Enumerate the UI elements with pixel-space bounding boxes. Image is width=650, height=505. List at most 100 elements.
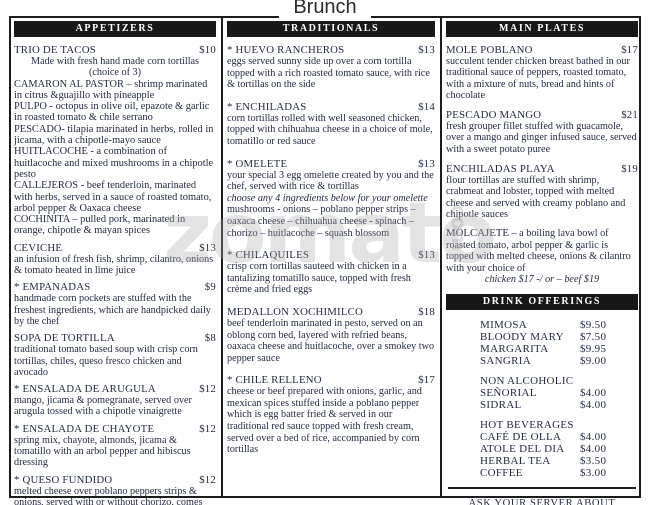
menu-item-header: MEDALLON XOCHIMILCO $18 — [227, 306, 435, 318]
sub-item-desc: pulled pork, marinated in orange, chipot… — [14, 214, 186, 237]
item-description: corn tortillas rolled with well seasoned… — [227, 112, 433, 147]
column-traditionals: TRADITIONALS * HUEVO RANCHEROS $13 eggs se… — [227, 21, 435, 466]
item-name: * QUESO FUNDIDO — [14, 473, 113, 486]
menu-item-header: * EMPANADAS $9 — [14, 281, 216, 293]
item-price: $17 — [418, 374, 435, 387]
sub-item-desc: a combination of huitlacoche and mixed m… — [14, 146, 214, 180]
section-header-appetizers: APPETIZERS — [14, 21, 216, 37]
drink-group-label-text: HOT BEVERAGES — [480, 418, 574, 431]
item-description: handmade corn pockets are stuffed with t… — [14, 293, 211, 327]
item-extra: mushrooms - onions – poblano pepper stri… — [227, 204, 416, 239]
item-description: beef tenderloin marinated in pesto, serv… — [227, 317, 435, 364]
item-name: * ENSALADA DE CHAYOTE — [14, 422, 155, 435]
menu-item-header: PESCADO MANGO $21 — [446, 109, 638, 121]
drink-price: $3.50 — [580, 454, 607, 467]
drink-name: MIMOSA — [480, 318, 528, 331]
menu-item: * ENSALADA DE ARUGULA $12 mango, jicama & … — [14, 383, 216, 418]
sub-item: HUITLACOCHE - a combination of huitlacoc… — [14, 146, 214, 180]
menu-item: * CHILAQUILES $13 crisp corn tortillas sau… — [227, 249, 435, 296]
menu-item: MOLCAJETE – a boiling lava bowl of roast… — [446, 227, 638, 286]
item-price: $13 — [418, 44, 435, 56]
sub-item-name: COCHINITA — [14, 214, 70, 226]
sub-item-desc: octopus in olive oil, epazote & garlic i… — [14, 101, 210, 124]
item-price: $9 — [204, 281, 216, 294]
drink-group: NON ALCOHOLIC SEÑORIAL $4.00 SIDRAL $4.00 — [446, 375, 638, 411]
item-description: your special 3 egg omelette created by y… — [227, 169, 434, 193]
appetizers-items: TRIO DE TACOS $10 Made with fresh hand mad… — [14, 44, 216, 505]
item-name: * CHILE RELLENO — [227, 374, 322, 387]
drink-name: SEÑORIAL — [480, 386, 537, 399]
drink-row: SIDRAL $4.00 — [446, 399, 638, 411]
item-price: $19 — [621, 163, 638, 176]
item-name: * HUEVO RANCHEROS — [227, 44, 345, 56]
drink-name: ATOLE DEL DIA — [480, 442, 565, 455]
section-header-drink-offerings: DRINK OFFERINGS — [446, 293, 638, 310]
item-name: * CHILAQUILES — [227, 249, 310, 262]
menu-item: MOLE POBLANO $17 succulent tender chicken … — [446, 44, 638, 101]
menu-item: SOPA DE TORTILLA $8 traditional tomato bas… — [14, 332, 216, 378]
sub-item: CALLEJEROS - beef tenderloin, marinated … — [14, 180, 212, 214]
sub-item-desc: beef tenderloin, marinated with herbs, s… — [14, 180, 212, 214]
section-header-traditionals: TRADITIONALS — [227, 21, 435, 37]
menu-item-header: CEVICHE $13 — [14, 242, 216, 254]
column-appetizers: APPETIZERS TRIO DE TACOS $10 Made with fre… — [14, 21, 216, 505]
drink-row: BLOODY MARY $7.50 — [446, 331, 638, 343]
drink-row: MARGARITA $9.95 — [446, 343, 638, 355]
menu-item: * CHILE RELLENO $17 cheese or beef prepare… — [227, 374, 435, 456]
menu-item-header: * ENCHILADAS $14 — [227, 101, 435, 113]
item-price: $8 — [204, 332, 216, 345]
drink-price: $4.00 — [580, 442, 607, 455]
drink-price: $4.00 — [580, 430, 607, 443]
drink-row: HERBAL TEA $3.50 — [446, 455, 638, 467]
item-name: ENCHILADAS PLAYA — [446, 163, 555, 176]
item-name: * OMELETE — [227, 157, 288, 170]
menu-item-header: * HUEVO RANCHEROS $13 — [227, 44, 435, 56]
menu-item-header: * QUESO FUNDIDO $12 — [14, 474, 216, 486]
footer-divider — [448, 486, 636, 489]
item-name: * EMPANADAS — [14, 281, 91, 294]
item-price: $14 — [418, 100, 435, 113]
item-price: $12 — [199, 473, 216, 486]
item-name: * ENCHILADAS — [227, 100, 307, 113]
drink-group-label: HOT BEVERAGES — [446, 419, 638, 431]
drink-price: $3.00 — [580, 466, 607, 479]
drink-name: SANGRIA — [480, 354, 531, 367]
menu-item-header: * CHILAQUILES $13 — [227, 249, 435, 261]
menu-item: * ENSALADA DE CHAYOTE $12 spring mix, chay… — [14, 423, 216, 469]
sub-item-desc: tilapia marinated in herbs, rolled in ji… — [14, 123, 214, 147]
menu-item-inline: MOLCAJETE – a boiling lava bowl of roast… — [446, 227, 631, 274]
item-description: spring mix, chayote, almonds, jicama & t… — [14, 434, 191, 469]
drink-row: CAFÉ DE OLLA $4.00 — [446, 431, 638, 443]
item-description: succulent tender chicken breast bathed i… — [446, 56, 630, 101]
drink-name: COFFEE — [480, 466, 523, 479]
drink-name: HERBAL TEA — [480, 454, 551, 467]
item-price: $12 — [199, 422, 216, 435]
item-description: crisp corn tortillas sauteed with chicke… — [227, 261, 411, 296]
item-description: eggs served sunny side up over a corn to… — [227, 56, 430, 91]
item-description: flour tortillas are stuffed with shrimp,… — [446, 175, 626, 220]
drink-row: MIMOSA $9.50 — [446, 319, 638, 331]
item-name: MEDALLON XOCHIMILCO — [227, 305, 364, 318]
main-plates-items: MOLE POBLANO $17 succulent tender chicken … — [446, 44, 638, 286]
menu-item-header: TRIO DE TACOS $10 — [14, 44, 216, 56]
menu-item-header: * CHILE RELLENO $17 — [227, 374, 435, 386]
item-name: MOLE POBLANO — [446, 44, 533, 56]
sub-item-name: PULPO — [14, 101, 47, 113]
item-italic-note: choose any 4 ingredients below for your … — [227, 192, 428, 204]
drink-group: MIMOSA $9.50 BLOODY MARY $7.50 MARGARITA $9.9… — [446, 319, 638, 367]
drink-price: $4.00 — [580, 386, 607, 399]
sub-item-desc: shrimp marinated in citrus &guajillo wit… — [14, 78, 208, 101]
item-description: fresh grouper fillet stuffed with guacam… — [446, 121, 637, 155]
menu-item: PESCADO MANGO $21 fresh grouper fillet stu… — [446, 109, 638, 155]
drink-group: HOT BEVERAGES CAFÉ DE OLLA $4.00 ATOLE DEL … — [446, 419, 638, 479]
menu-item-header: * ENSALADA DE ARUGULA $12 — [14, 383, 216, 395]
menu-item-header: * OMELETE $13 — [227, 158, 435, 170]
sub-item-name: PESCADO — [14, 123, 62, 135]
traditionals-items: * HUEVO RANCHEROS $13 eggs served sunny si… — [227, 44, 435, 456]
column-main-plates: MAIN PLATES MOLE POBLANO $17 succulent ten… — [446, 21, 638, 505]
menu-item: * QUESO FUNDIDO $12 melted cheese over pob… — [14, 474, 216, 505]
drink-name: BLOODY MARY — [480, 330, 564, 343]
item-name: MOLCAJETE — [446, 227, 509, 240]
drink-name: CAFÉ DE OLLA — [480, 430, 562, 443]
